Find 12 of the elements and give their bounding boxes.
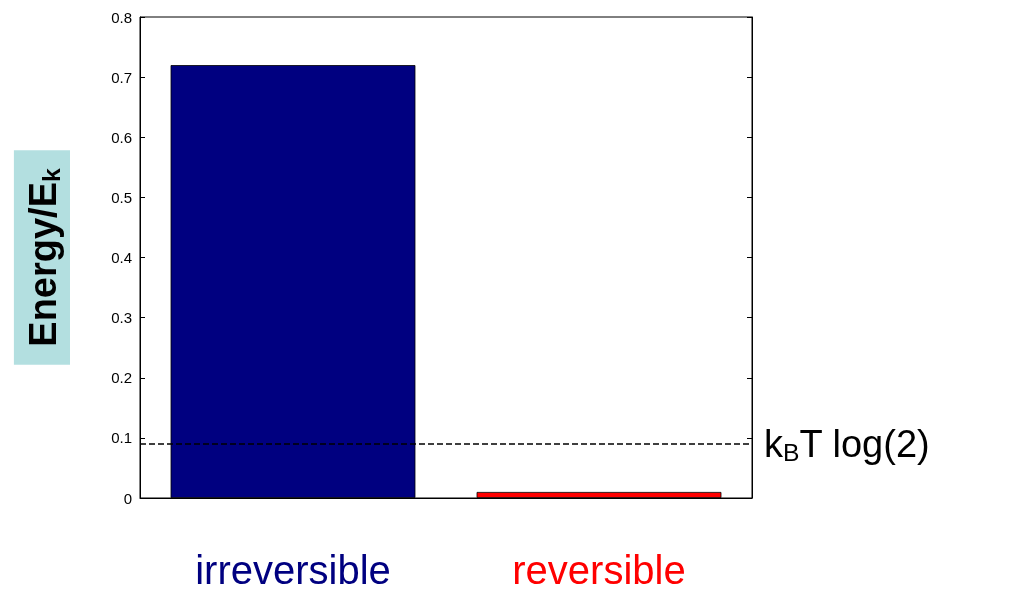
- x-tick-label: irreversible: [195, 548, 391, 592]
- y-tick-label: 0.5: [111, 188, 132, 206]
- y-tick-label: 0: [123, 489, 132, 507]
- y-tick-label: 0.1: [111, 429, 132, 447]
- y-tick-label: 0.2: [111, 369, 132, 387]
- y-tick-label: 0.4: [111, 249, 132, 266]
- y-tick-label: 0.7: [111, 68, 132, 86]
- y-tick-label: 0.6: [111, 128, 132, 146]
- y-axis-title: Energy/Ek: [21, 168, 65, 347]
- y-tick-label: 0.8: [111, 8, 132, 26]
- x-tick-label: reversible: [512, 548, 686, 592]
- y-tick-label: 0.3: [111, 309, 132, 327]
